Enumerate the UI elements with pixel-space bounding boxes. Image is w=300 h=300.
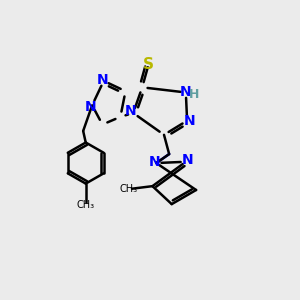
Text: CH₃: CH₃ bbox=[77, 200, 95, 210]
Text: N: N bbox=[149, 154, 160, 169]
Text: N: N bbox=[184, 114, 195, 128]
Text: N: N bbox=[85, 100, 96, 114]
Text: N: N bbox=[125, 104, 137, 118]
Text: N: N bbox=[182, 153, 193, 167]
Text: N: N bbox=[96, 73, 108, 87]
Text: CH₃: CH₃ bbox=[119, 184, 137, 194]
Text: S: S bbox=[143, 57, 154, 72]
Text: N: N bbox=[180, 85, 192, 100]
Text: H: H bbox=[189, 88, 200, 100]
